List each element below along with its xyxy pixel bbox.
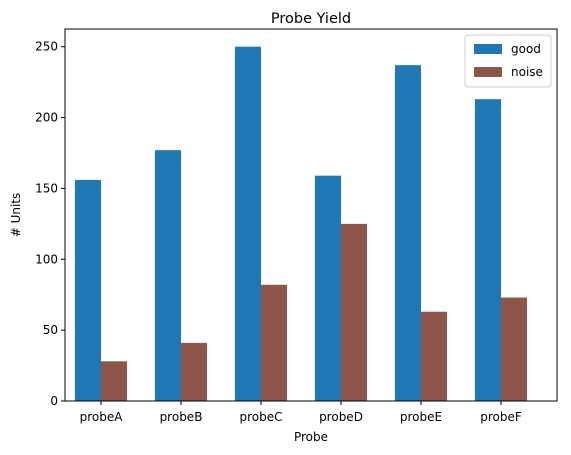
- y-tick-label: 150: [35, 181, 58, 195]
- bar-noise-probeE: [421, 311, 447, 401]
- y-axis-label: # Units: [9, 193, 23, 238]
- plot-frame: [64, 28, 558, 402]
- bar-good-probeC: [235, 46, 261, 401]
- x-tick-label: probeB: [160, 410, 203, 424]
- y-tick-label: 250: [35, 40, 58, 54]
- legend-label-good: good: [511, 42, 541, 56]
- legend-label-noise: noise: [511, 65, 543, 79]
- legend: good noise: [464, 34, 552, 88]
- legend-swatch-noise: [474, 67, 502, 77]
- legend-swatch-good: [474, 44, 502, 54]
- bar-noise-probeB: [181, 342, 207, 401]
- x-axis-ticks: probeA probeB probeC probeD probeE probeF: [80, 401, 522, 424]
- bar-good-probeB: [155, 150, 181, 401]
- bar-noise-probeA: [101, 361, 127, 401]
- x-tick-label: probeC: [239, 410, 282, 424]
- chart-title: Probe Yield: [271, 11, 351, 27]
- x-tick-label: probeD: [319, 410, 363, 424]
- bar-noise-probeF: [501, 297, 527, 401]
- y-axis-ticks: 0 50 100 150 200 250: [35, 40, 65, 408]
- bars: [75, 46, 527, 402]
- x-axis-label: Probe: [294, 430, 328, 444]
- x-tick-label: probeF: [480, 410, 522, 424]
- y-tick-label: 200: [35, 111, 58, 125]
- bar-good-probeD: [315, 175, 341, 401]
- y-tick-label: 100: [35, 252, 58, 266]
- y-tick-label: 50: [43, 323, 58, 337]
- bar-good-probeE: [395, 65, 421, 401]
- bar-good-probeA: [75, 179, 101, 401]
- x-tick-label: probeA: [80, 410, 124, 424]
- bar-noise-probeD: [341, 223, 367, 401]
- bar-good-probeF: [475, 99, 501, 402]
- x-tick-label: probeE: [400, 410, 442, 424]
- bar-noise-probeC: [261, 284, 287, 401]
- y-tick-label: 0: [50, 394, 58, 408]
